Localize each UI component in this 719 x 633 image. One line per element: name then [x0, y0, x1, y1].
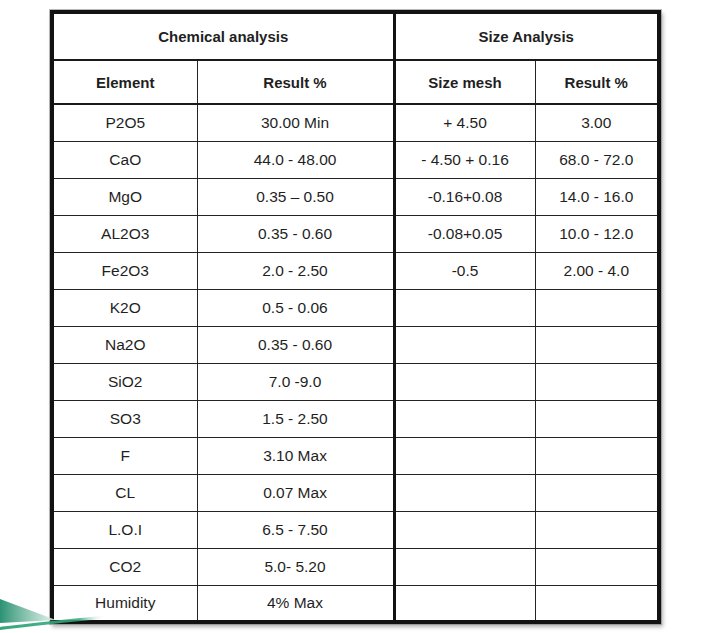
- table-row: MgO0.35 – 0.50-0.16+0.0814.0 - 16.0: [52, 178, 659, 215]
- size-result-cell: [535, 437, 659, 474]
- chemical-analysis-group-header: Chemical analysis: [52, 12, 394, 60]
- table-row: Na2O0.35 - 0.60: [52, 326, 659, 363]
- table-row: Fe2O32.0 - 2.50-0.52.00 - 4.0: [52, 252, 659, 289]
- column-header-row: Element Result % Size mesh Result %: [52, 60, 659, 104]
- size-mesh-cell: [394, 326, 535, 363]
- element-cell: P2O5: [52, 104, 197, 141]
- chem-result-cell: 7.0 -9.0: [197, 363, 394, 400]
- chem-result-cell: 30.00 Min: [197, 104, 394, 141]
- size-result-cell: [535, 289, 659, 326]
- size-result-cell: [535, 548, 659, 585]
- table-row: Humidity4% Max: [52, 585, 659, 622]
- chem-result-cell: 1.5 - 2.50: [197, 400, 394, 437]
- size-mesh-cell: -0.5: [394, 252, 535, 289]
- size-result-cell: 14.0 - 16.0: [535, 178, 659, 215]
- column-header-element: Element: [52, 60, 197, 104]
- chem-result-cell: 3.10 Max: [197, 437, 394, 474]
- size-mesh-cell: [394, 400, 535, 437]
- size-result-cell: 3.00: [535, 104, 659, 141]
- element-cell: SiO2: [52, 363, 197, 400]
- page-background: Chemical analysis Size Analysis Element …: [0, 0, 719, 633]
- element-cell: CL: [52, 474, 197, 511]
- swoosh-wedge-shape: [0, 599, 56, 623]
- size-mesh-cell: + 4.50: [394, 104, 535, 141]
- table-row: K2O0.5 - 0.06: [52, 289, 659, 326]
- analysis-table: Chemical analysis Size Analysis Element …: [50, 10, 661, 624]
- size-mesh-cell: [394, 289, 535, 326]
- size-mesh-cell: [394, 363, 535, 400]
- table-row: CL0.07 Max: [52, 474, 659, 511]
- size-result-cell: 2.00 - 4.0: [535, 252, 659, 289]
- chem-result-cell: 0.07 Max: [197, 474, 394, 511]
- size-mesh-cell: [394, 548, 535, 585]
- chem-result-cell: 5.0- 5.20: [197, 548, 394, 585]
- table-row: F3.10 Max: [52, 437, 659, 474]
- column-header-size-mesh: Size mesh: [394, 60, 535, 104]
- chem-result-cell: 0.35 – 0.50: [197, 178, 394, 215]
- element-cell: F: [52, 437, 197, 474]
- element-cell: Fe2O3: [52, 252, 197, 289]
- size-mesh-cell: [394, 437, 535, 474]
- table-row: SO31.5 - 2.50: [52, 400, 659, 437]
- size-result-cell: [535, 474, 659, 511]
- table-row: L.O.I6.5 - 7.50: [52, 511, 659, 548]
- element-cell: MgO: [52, 178, 197, 215]
- element-cell: CO2: [52, 548, 197, 585]
- size-result-cell: 68.0 - 72.0: [535, 141, 659, 178]
- chem-result-cell: 0.35 - 0.60: [197, 326, 394, 363]
- chem-result-cell: 0.5 - 0.06: [197, 289, 394, 326]
- chem-result-cell: 0.35 - 0.60: [197, 215, 394, 252]
- size-mesh-cell: -0.08+0.05: [394, 215, 535, 252]
- element-cell: CaO: [52, 141, 197, 178]
- chem-result-cell: 44.0 - 48.00: [197, 141, 394, 178]
- element-cell: L.O.I: [52, 511, 197, 548]
- element-cell: K2O: [52, 289, 197, 326]
- table-body: P2O530.00 Min+ 4.503.00CaO44.0 - 48.00- …: [52, 104, 659, 622]
- chem-result-cell: 4% Max: [197, 585, 394, 622]
- group-header-row: Chemical analysis Size Analysis: [52, 12, 659, 60]
- column-header-chem-result: Result %: [197, 60, 394, 104]
- column-header-size-result: Result %: [535, 60, 659, 104]
- size-mesh-cell: [394, 511, 535, 548]
- size-analysis-group-header: Size Analysis: [394, 12, 659, 60]
- table-row: CaO44.0 - 48.00- 4.50 + 0.1668.0 - 72.0: [52, 141, 659, 178]
- size-mesh-cell: -0.16+0.08: [394, 178, 535, 215]
- size-mesh-cell: [394, 585, 535, 622]
- element-cell: SO3: [52, 400, 197, 437]
- size-result-cell: 10.0 - 12.0: [535, 215, 659, 252]
- size-mesh-cell: - 4.50 + 0.16: [394, 141, 535, 178]
- table-row: P2O530.00 Min+ 4.503.00: [52, 104, 659, 141]
- element-cell: AL2O3: [52, 215, 197, 252]
- size-result-cell: [535, 326, 659, 363]
- chem-result-cell: 2.0 - 2.50: [197, 252, 394, 289]
- size-result-cell: [535, 400, 659, 437]
- table-row: AL2O30.35 - 0.60-0.08+0.0510.0 - 12.0: [52, 215, 659, 252]
- table-row: SiO27.0 -9.0: [52, 363, 659, 400]
- size-mesh-cell: [394, 474, 535, 511]
- size-result-cell: [535, 363, 659, 400]
- size-result-cell: [535, 585, 659, 622]
- element-cell: Humidity: [52, 585, 197, 622]
- size-result-cell: [535, 511, 659, 548]
- chem-result-cell: 6.5 - 7.50: [197, 511, 394, 548]
- element-cell: Na2O: [52, 326, 197, 363]
- table-row: CO25.0- 5.20: [52, 548, 659, 585]
